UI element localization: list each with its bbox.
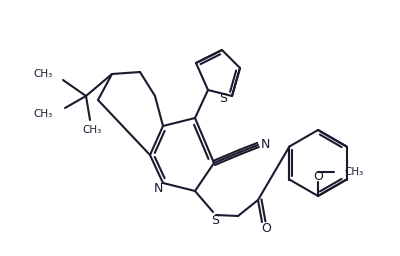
Text: O: O [261,222,271,236]
Text: S: S [211,214,219,227]
Text: CH₃: CH₃ [82,125,102,135]
Text: O: O [313,170,323,184]
Text: CH₃: CH₃ [34,109,53,119]
Text: S: S [219,91,227,104]
Text: N: N [260,137,270,151]
Text: CH₃: CH₃ [34,69,53,79]
Text: N: N [153,182,163,195]
Text: CH₃: CH₃ [344,167,363,177]
